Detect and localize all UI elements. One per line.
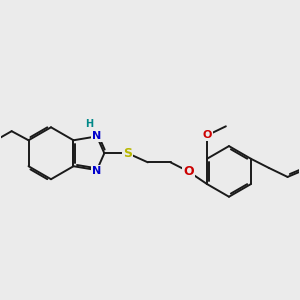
Text: N: N [92, 166, 101, 176]
Text: S: S [123, 147, 132, 160]
Text: N: N [92, 131, 101, 141]
Text: O: O [183, 165, 194, 178]
Text: O: O [202, 130, 212, 140]
Text: H: H [85, 119, 93, 129]
